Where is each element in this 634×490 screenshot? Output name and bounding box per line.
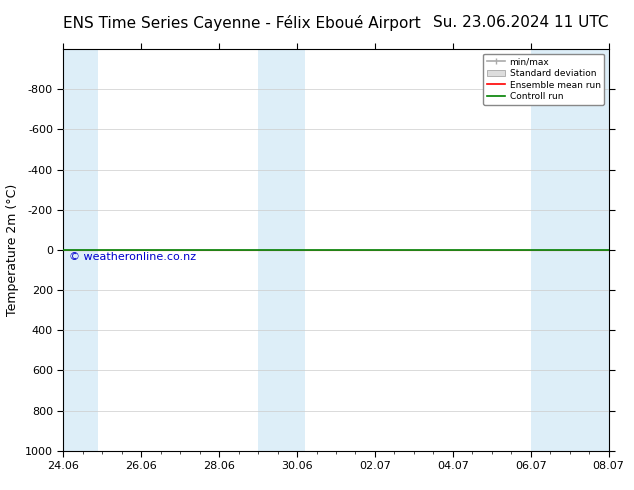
Y-axis label: Temperature 2m (°C): Temperature 2m (°C) xyxy=(6,184,20,316)
Text: Su. 23.06.2024 11 UTC: Su. 23.06.2024 11 UTC xyxy=(433,15,609,30)
Bar xyxy=(531,49,570,451)
Text: ENS Time Series Cayenne - Félix Eboué Airport: ENS Time Series Cayenne - Félix Eboué Ai… xyxy=(63,15,421,31)
Bar xyxy=(570,49,609,451)
Bar xyxy=(258,49,305,451)
Text: © weatheronline.co.nz: © weatheronline.co.nz xyxy=(69,252,196,262)
Bar xyxy=(63,49,98,451)
Legend: min/max, Standard deviation, Ensemble mean run, Controll run: min/max, Standard deviation, Ensemble me… xyxy=(483,53,604,105)
